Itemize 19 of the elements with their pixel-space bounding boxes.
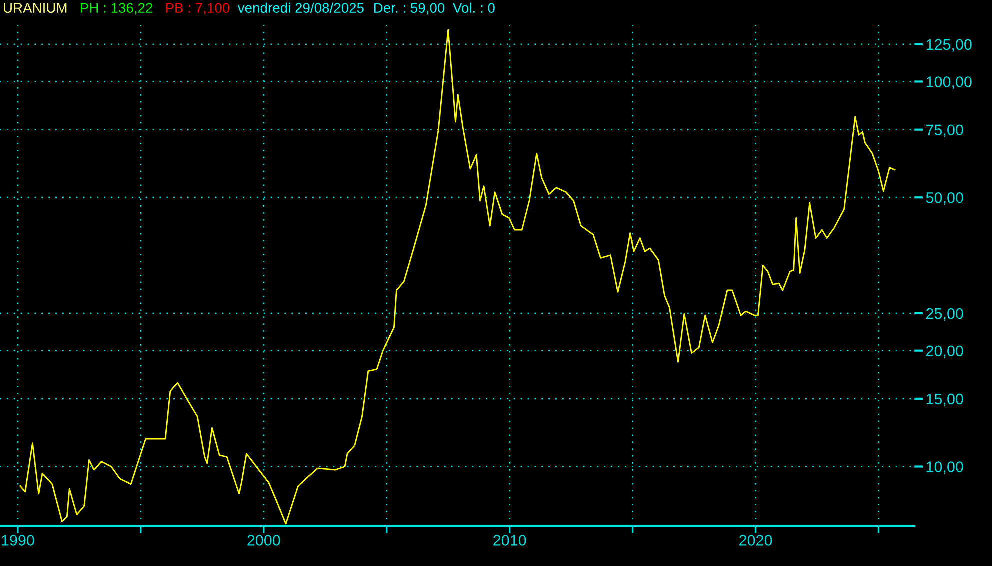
text: Der. : 59,00 (374, 3, 445, 15)
line-series (20, 29, 896, 525)
text: vendredi 29/08/2025 (238, 2, 364, 14)
y-tick-label: 125,00 (926, 39, 972, 52)
y-tick-label: 20,00 (926, 346, 964, 358)
y-tick-label: 25,00 (926, 308, 964, 322)
x-tick-label: 2010 (494, 535, 526, 546)
y-tick-label: 10,00 (926, 462, 964, 474)
text: PB : 7,100 (166, 3, 230, 15)
text: PH : 136,22 (80, 3, 153, 15)
y-tick-label: 75,00 (926, 124, 964, 138)
x-tick-label: 2020 (740, 535, 772, 546)
chart-title: URANIUM (4, 3, 67, 14)
x-tick-label: 2000 (248, 535, 280, 546)
x-tick-label: 1990 (2, 535, 34, 546)
text: Vol. : 0 (453, 2, 495, 14)
y-tick-label: 15,00 (926, 394, 964, 406)
y-tick-label: 50,00 (926, 192, 964, 206)
y-tick-label: 100,00 (926, 76, 972, 90)
